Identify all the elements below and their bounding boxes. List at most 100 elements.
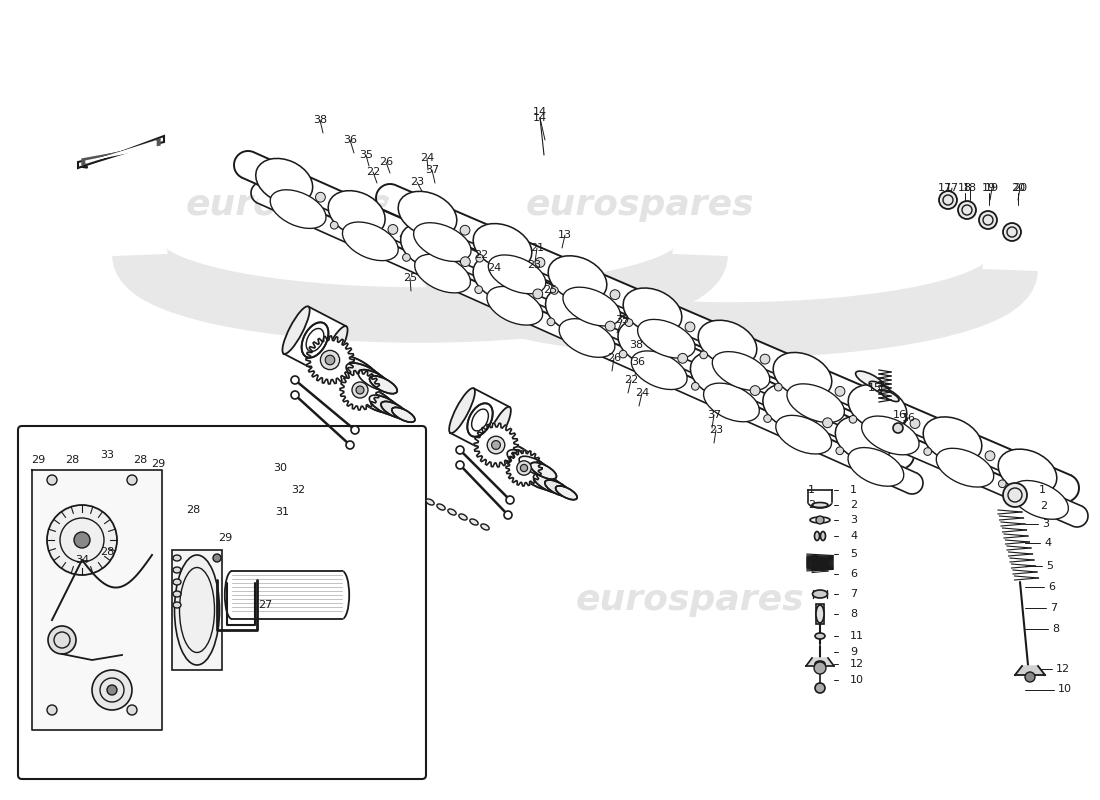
Text: 37: 37 — [425, 165, 439, 175]
Ellipse shape — [173, 602, 182, 608]
Circle shape — [292, 376, 299, 384]
Text: 22: 22 — [474, 250, 488, 260]
Text: 12: 12 — [850, 659, 865, 669]
Circle shape — [535, 258, 544, 267]
Circle shape — [460, 226, 470, 235]
Ellipse shape — [704, 383, 759, 422]
Circle shape — [814, 662, 826, 674]
Polygon shape — [284, 306, 346, 374]
Circle shape — [47, 705, 57, 715]
Text: 36: 36 — [343, 135, 358, 145]
Text: 6: 6 — [1048, 582, 1055, 592]
Ellipse shape — [881, 390, 899, 402]
Text: 38: 38 — [312, 115, 327, 125]
Text: 10: 10 — [1058, 685, 1072, 694]
Circle shape — [605, 322, 615, 331]
Polygon shape — [806, 658, 834, 666]
Text: eurospares: eurospares — [526, 188, 755, 222]
Circle shape — [456, 461, 464, 469]
Circle shape — [476, 254, 484, 262]
Circle shape — [461, 257, 470, 266]
Ellipse shape — [563, 287, 620, 326]
Ellipse shape — [821, 531, 825, 541]
Circle shape — [456, 446, 464, 454]
Ellipse shape — [481, 524, 490, 530]
Polygon shape — [808, 490, 832, 502]
Text: 24: 24 — [487, 263, 502, 273]
Polygon shape — [400, 216, 1081, 526]
Circle shape — [700, 351, 707, 358]
Ellipse shape — [354, 387, 395, 413]
Circle shape — [326, 355, 334, 365]
Circle shape — [550, 286, 558, 294]
Circle shape — [213, 554, 221, 562]
Ellipse shape — [631, 351, 688, 390]
Text: 16: 16 — [902, 413, 916, 423]
Polygon shape — [450, 388, 509, 452]
Polygon shape — [78, 136, 164, 168]
Ellipse shape — [786, 384, 845, 422]
Ellipse shape — [519, 456, 550, 476]
Text: 12: 12 — [1056, 663, 1070, 674]
Ellipse shape — [173, 591, 182, 597]
Ellipse shape — [426, 499, 434, 505]
Text: 37: 37 — [707, 410, 722, 420]
Circle shape — [47, 505, 117, 575]
Text: 32: 32 — [290, 485, 305, 495]
Ellipse shape — [468, 403, 493, 437]
Ellipse shape — [712, 352, 770, 390]
Text: 3: 3 — [850, 515, 857, 525]
Ellipse shape — [534, 474, 564, 494]
Circle shape — [958, 201, 976, 219]
Ellipse shape — [414, 222, 471, 262]
Circle shape — [547, 318, 554, 326]
Text: 13: 13 — [558, 230, 572, 240]
Ellipse shape — [548, 256, 607, 302]
Ellipse shape — [544, 480, 570, 496]
Circle shape — [1025, 672, 1035, 682]
Polygon shape — [86, 141, 156, 163]
Ellipse shape — [815, 661, 825, 667]
Ellipse shape — [776, 415, 832, 454]
Ellipse shape — [923, 417, 982, 462]
Ellipse shape — [470, 519, 478, 525]
Ellipse shape — [546, 287, 603, 333]
Ellipse shape — [485, 407, 510, 452]
Circle shape — [388, 225, 398, 234]
Ellipse shape — [618, 319, 675, 365]
Ellipse shape — [810, 517, 830, 523]
Circle shape — [1003, 223, 1021, 241]
Text: 17: 17 — [945, 183, 959, 193]
Ellipse shape — [861, 416, 920, 455]
Ellipse shape — [346, 363, 385, 388]
Text: 20: 20 — [1011, 183, 1025, 193]
Polygon shape — [232, 571, 342, 619]
Circle shape — [763, 414, 771, 422]
Ellipse shape — [815, 633, 825, 639]
Polygon shape — [82, 139, 160, 165]
Circle shape — [506, 496, 514, 504]
Ellipse shape — [342, 222, 398, 261]
Circle shape — [126, 475, 138, 485]
Ellipse shape — [763, 384, 820, 430]
Ellipse shape — [507, 450, 544, 474]
Text: eurospares: eurospares — [186, 188, 415, 222]
Text: 34: 34 — [75, 555, 89, 565]
Ellipse shape — [437, 504, 446, 510]
Ellipse shape — [869, 382, 891, 394]
Text: 11: 11 — [850, 631, 864, 641]
Text: 36: 36 — [631, 357, 645, 367]
Ellipse shape — [173, 567, 182, 573]
Ellipse shape — [691, 352, 747, 397]
Text: 14: 14 — [532, 113, 547, 123]
Ellipse shape — [370, 395, 402, 416]
Ellipse shape — [271, 190, 326, 229]
Circle shape — [893, 423, 903, 433]
Text: 22: 22 — [366, 167, 381, 177]
Polygon shape — [340, 370, 379, 410]
Text: 21: 21 — [530, 243, 544, 253]
Text: 6: 6 — [850, 569, 857, 579]
Ellipse shape — [492, 441, 538, 471]
Text: 31: 31 — [275, 507, 289, 517]
Circle shape — [520, 464, 528, 472]
